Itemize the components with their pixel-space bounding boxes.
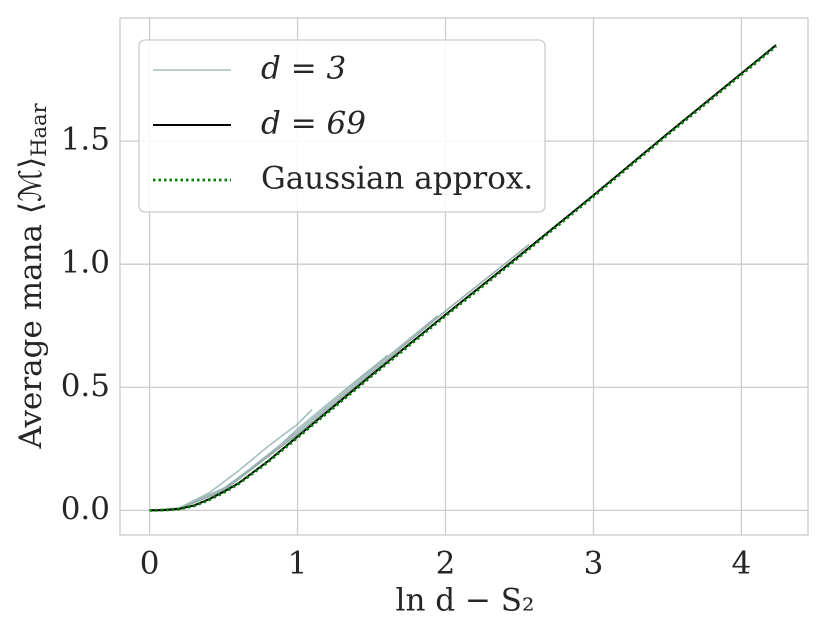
y-tick-label: 0.5 xyxy=(61,368,110,404)
data-line xyxy=(149,354,389,512)
x-tick-label: 0 xyxy=(140,546,160,582)
data-line xyxy=(149,243,530,512)
y-tick-label: 0.0 xyxy=(61,491,110,527)
x-tick-label: 4 xyxy=(732,546,752,582)
legend-box xyxy=(138,39,546,213)
legend-label: Gaussian approx. xyxy=(261,161,533,197)
y-tick-label: 1.5 xyxy=(61,122,110,158)
y-axis-label-sub: Haar xyxy=(27,102,51,156)
data-line xyxy=(149,45,777,512)
y-tick-label: 1.0 xyxy=(61,245,110,281)
legend-label: d = 3 xyxy=(261,51,346,87)
data-line xyxy=(149,408,313,512)
data-line xyxy=(149,315,439,512)
x-tick-label: 1 xyxy=(288,546,308,582)
y-axis-label-main: Average mana ⟨ℳ⟩ xyxy=(13,157,49,450)
x-tick-label: 3 xyxy=(584,546,604,582)
x-tick-label: 2 xyxy=(436,546,456,582)
x-axis-label: ln d − S₂ xyxy=(396,583,535,619)
y-axis-label: Average mana ⟨ℳ⟩Haar xyxy=(13,102,51,449)
legend-label: d = 69 xyxy=(261,106,366,142)
plot-frame xyxy=(119,17,809,536)
